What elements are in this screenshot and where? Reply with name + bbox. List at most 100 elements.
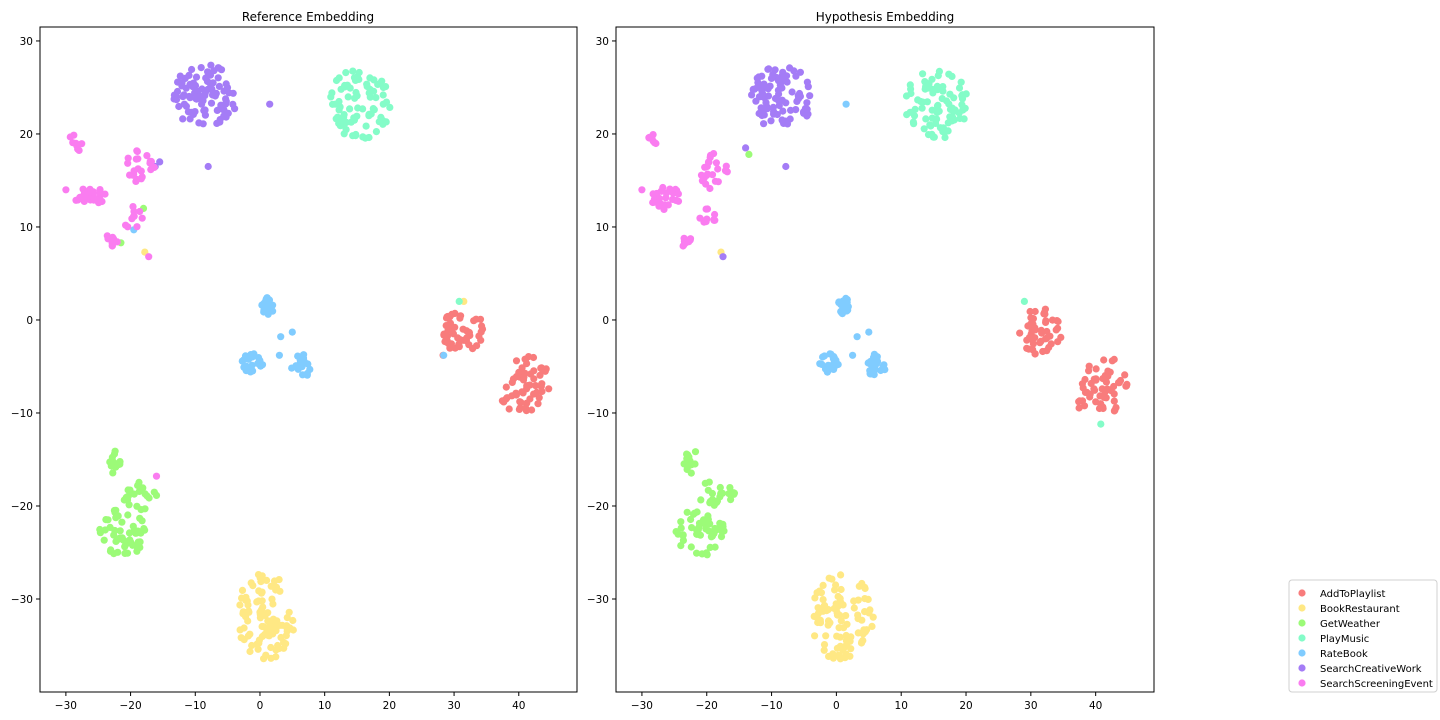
point [1027, 320, 1035, 328]
point [944, 119, 952, 127]
point [283, 622, 291, 630]
point [1023, 344, 1031, 352]
point [108, 242, 116, 250]
point [72, 196, 80, 204]
point [864, 595, 872, 604]
point [925, 80, 933, 88]
point [1057, 333, 1065, 341]
point [447, 340, 455, 348]
point [829, 355, 838, 363]
chart-title-reference: Reference Embedding [242, 10, 374, 24]
point [349, 67, 357, 75]
point [306, 365, 314, 373]
point [680, 234, 688, 242]
point [685, 461, 693, 470]
point [352, 130, 360, 139]
point [1092, 375, 1100, 383]
point [1106, 368, 1114, 376]
point [282, 640, 290, 648]
x-axis-reference: −30 −20 −10 0 10 20 30 40 [55, 692, 525, 712]
point [125, 501, 133, 509]
point [1123, 380, 1131, 388]
point [207, 99, 216, 107]
legend-label: SearchCreativeWork [1320, 664, 1422, 675]
point [289, 616, 297, 625]
point [719, 253, 727, 261]
point [184, 108, 192, 116]
series-AddToPlaylist [1016, 305, 1131, 415]
point [505, 405, 513, 413]
x-tick-label: 30 [1024, 700, 1037, 712]
series-SearchCreativeWork [719, 64, 814, 261]
point [955, 109, 963, 117]
point [831, 586, 839, 594]
point [350, 114, 358, 122]
point [238, 594, 246, 602]
point [223, 84, 232, 92]
point [114, 548, 122, 556]
point [760, 80, 768, 88]
point [109, 469, 117, 477]
point [787, 106, 795, 114]
point [249, 367, 257, 375]
point [449, 330, 457, 338]
point [955, 84, 964, 92]
point [691, 448, 700, 456]
legend-item-AddToPlaylist: AddToPlaylist [1298, 589, 1386, 600]
point [304, 360, 312, 368]
point [843, 296, 851, 304]
point [440, 331, 448, 339]
point [241, 364, 249, 372]
hypothesis-embedding-panel: Hypothesis Embedding −30 −20 −10 0 10 20 30 40 … [587, 10, 1155, 712]
point [716, 493, 724, 501]
series-GetWeather [672, 150, 753, 559]
point [855, 582, 863, 590]
point [112, 506, 120, 514]
point [509, 375, 517, 383]
point [679, 536, 688, 545]
point [386, 103, 394, 111]
y-tick-label: 30 [596, 36, 609, 48]
point [363, 82, 371, 91]
point [659, 183, 667, 192]
point [767, 117, 775, 125]
point [191, 108, 199, 116]
point [172, 96, 181, 104]
point [919, 98, 927, 106]
x-tick-label: 10 [318, 700, 331, 712]
point [78, 194, 86, 202]
point [477, 336, 485, 344]
point [334, 113, 342, 121]
point [258, 622, 266, 631]
point [693, 508, 701, 516]
point [246, 647, 254, 656]
legend-marker [1298, 589, 1306, 597]
point [355, 75, 363, 83]
point [369, 105, 377, 113]
point [532, 382, 540, 390]
point [783, 78, 791, 86]
point [930, 133, 938, 141]
y-tick-label: 10 [20, 222, 33, 234]
y-axis-hypothesis: 30 20 10 0 −10 −20 −30 [587, 36, 616, 606]
point [880, 361, 888, 369]
point [267, 643, 275, 652]
point [538, 380, 546, 388]
point [1041, 305, 1049, 313]
point [674, 197, 683, 205]
point [446, 313, 454, 321]
point [820, 352, 829, 360]
y-tick-label: −20 [587, 501, 609, 513]
point [1108, 357, 1116, 365]
point [236, 601, 244, 609]
point [695, 519, 704, 527]
point [116, 458, 124, 466]
point [253, 640, 261, 648]
point [815, 587, 824, 595]
point [537, 364, 546, 372]
point [760, 111, 768, 119]
legend-label: BookRestaurant [1320, 604, 1400, 615]
point [143, 152, 151, 160]
point [283, 614, 291, 622]
